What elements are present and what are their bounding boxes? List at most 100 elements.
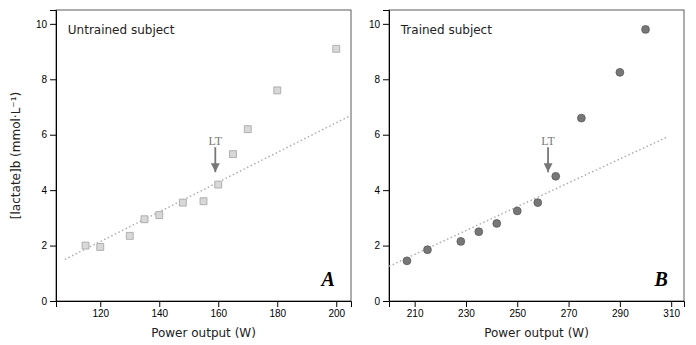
plot-area bbox=[389, 25, 666, 266]
scatter-point bbox=[126, 232, 133, 239]
y-tick-label: 4 bbox=[374, 185, 380, 196]
scatter-point bbox=[244, 126, 251, 133]
x-tick: 160 bbox=[210, 301, 227, 319]
scatter-point bbox=[179, 199, 186, 206]
y-tick-label: 4 bbox=[41, 185, 47, 196]
y-tick-mark bbox=[383, 24, 389, 25]
x-tick-label: 160 bbox=[210, 308, 227, 319]
y-tick: 8 bbox=[41, 74, 56, 85]
x-axis: 120 140 160 180 200 bbox=[57, 301, 352, 319]
y-tick-label: 8 bbox=[41, 74, 47, 85]
scatter-point bbox=[424, 246, 432, 254]
x-axis-title: Power output (W) bbox=[484, 326, 589, 340]
y-axis-line bbox=[50, 11, 57, 302]
y-tick: 8 bbox=[374, 74, 389, 85]
y-tick-label: 0 bbox=[374, 296, 380, 307]
y-tick-label: 8 bbox=[374, 74, 380, 85]
x-tick: 290 bbox=[612, 301, 629, 319]
x-axis: 210 230 250 270 290 310 bbox=[390, 301, 685, 319]
panel: 210 230 250 270 290 310 0 2 4 6 8 10 Power output (W… bbox=[369, 10, 685, 340]
x-tick-mark bbox=[517, 301, 518, 307]
x-tick-label: 120 bbox=[92, 308, 109, 319]
chart-svg: 120 140 160 180 200 0 2 4 6 8 10 Power output (W) [l… bbox=[0, 0, 696, 345]
y-axis: 0 2 4 6 8 10 bbox=[36, 11, 57, 307]
x-tick: 310 bbox=[663, 301, 680, 319]
annotation-arrow bbox=[214, 147, 216, 172]
x-tick-mark bbox=[100, 301, 101, 307]
x-tick: 210 bbox=[407, 301, 424, 319]
x-tick-label: 210 bbox=[407, 308, 424, 319]
x-tick-mark bbox=[466, 301, 467, 307]
scatter-point bbox=[403, 257, 411, 265]
y-tick: 0 bbox=[374, 296, 389, 307]
x-tick: 180 bbox=[269, 301, 286, 319]
x-tick-mark bbox=[159, 301, 160, 307]
scatter-point bbox=[97, 243, 104, 250]
x-tick: 230 bbox=[458, 301, 475, 319]
scatter-point bbox=[534, 199, 542, 207]
plot-frame bbox=[389, 10, 684, 301]
x-tick-mark bbox=[671, 301, 672, 307]
x-tick-mark bbox=[415, 301, 416, 307]
y-tick: 2 bbox=[374, 240, 389, 251]
scatter-point bbox=[552, 172, 560, 180]
panel-title: Untrained subject bbox=[68, 23, 175, 37]
x-tick-label: 230 bbox=[458, 308, 475, 319]
annotation-label: LT bbox=[209, 134, 223, 148]
x-tick: 140 bbox=[151, 301, 168, 319]
y-tick: 10 bbox=[36, 19, 56, 30]
scatter-point bbox=[141, 216, 148, 223]
x-tick: 270 bbox=[561, 301, 578, 319]
x-axis-line bbox=[57, 302, 352, 308]
scatter-point bbox=[156, 212, 163, 219]
panel-label: A bbox=[320, 268, 335, 290]
x-tick-label: 140 bbox=[151, 308, 168, 319]
x-tick-label: 290 bbox=[612, 308, 629, 319]
panel-label: B bbox=[654, 268, 668, 290]
scatter-point bbox=[513, 207, 521, 215]
x-tick-label: 250 bbox=[509, 308, 526, 319]
y-tick-label: 6 bbox=[374, 129, 380, 140]
y-tick-label: 10 bbox=[369, 19, 381, 30]
scatter-point bbox=[200, 198, 207, 205]
x-tick-mark bbox=[569, 301, 570, 307]
y-tick-mark bbox=[383, 135, 389, 136]
scatter-point bbox=[616, 68, 624, 76]
x-axis-title: Power output (W) bbox=[151, 326, 256, 340]
y-tick-mark bbox=[383, 190, 389, 191]
y-axis-line bbox=[383, 11, 390, 302]
y-tick: 4 bbox=[41, 185, 56, 196]
y-axis-title: [lactate]b (mmol·L⁻¹) bbox=[9, 92, 23, 219]
panel: 120 140 160 180 200 0 2 4 6 8 10 Power output (W) [l… bbox=[9, 10, 352, 340]
x-tick: 200 bbox=[328, 301, 345, 319]
y-tick: 2 bbox=[41, 240, 56, 251]
x-tick-mark bbox=[336, 301, 337, 307]
y-tick: 4 bbox=[374, 185, 389, 196]
panel-title: Trained subject bbox=[400, 23, 492, 37]
scatter-point bbox=[274, 87, 281, 94]
x-tick-label: 200 bbox=[328, 308, 345, 319]
x-tick-label: 310 bbox=[663, 308, 680, 319]
x-tick: 120 bbox=[92, 301, 109, 319]
y-tick-mark bbox=[383, 246, 389, 247]
scatter-point bbox=[577, 114, 585, 122]
x-tick-mark bbox=[218, 301, 219, 307]
y-tick: 6 bbox=[41, 129, 56, 140]
y-tick-label: 2 bbox=[41, 240, 47, 251]
y-tick-mark bbox=[383, 301, 389, 302]
annotation-label: LT bbox=[541, 134, 555, 148]
x-tick-label: 180 bbox=[269, 308, 286, 319]
scatter-point bbox=[333, 45, 340, 52]
y-tick-mark bbox=[50, 24, 56, 25]
scatter-point bbox=[82, 242, 89, 249]
y-tick-mark bbox=[50, 246, 56, 247]
y-tick-mark bbox=[383, 79, 389, 80]
x-tick-mark bbox=[620, 301, 621, 307]
scatter-point bbox=[215, 181, 222, 188]
y-tick-label: 2 bbox=[374, 240, 380, 251]
x-axis-line bbox=[390, 302, 685, 308]
scatter-point bbox=[642, 25, 650, 33]
y-tick-mark bbox=[50, 190, 56, 191]
y-tick: 0 bbox=[41, 296, 56, 307]
scatter-point bbox=[230, 151, 237, 158]
